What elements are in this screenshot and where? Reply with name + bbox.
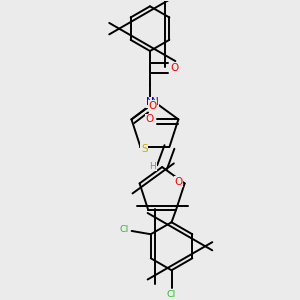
Text: Cl: Cl <box>119 225 128 234</box>
Text: O: O <box>171 63 179 73</box>
Text: H: H <box>149 162 156 171</box>
Text: S: S <box>141 144 148 154</box>
Text: N: N <box>151 97 159 107</box>
Text: O: O <box>148 100 157 111</box>
Text: O: O <box>174 177 182 187</box>
Text: N: N <box>146 97 154 107</box>
Text: Cl: Cl <box>167 290 176 299</box>
Text: O: O <box>146 114 154 124</box>
